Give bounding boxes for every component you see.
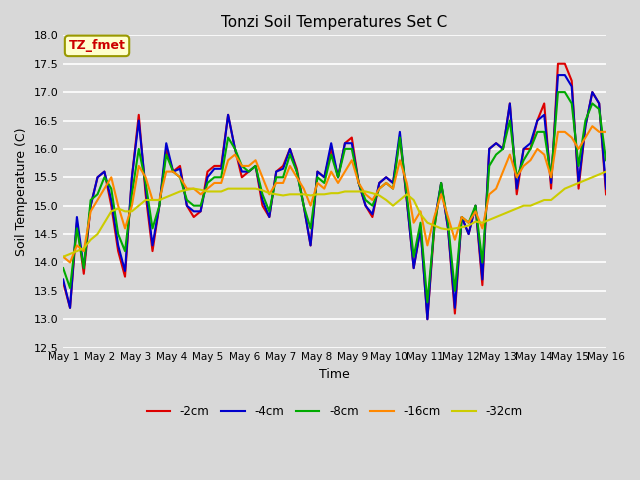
-8cm [424, 300, 431, 305]
-2cm [424, 316, 431, 322]
-16cm [417, 208, 424, 214]
-16cm [66, 260, 74, 265]
-32cm [410, 197, 417, 203]
-16cm [396, 157, 404, 163]
Line: -32cm: -32cm [63, 172, 606, 257]
-2cm [602, 192, 610, 197]
-4cm [554, 72, 562, 78]
-16cm [547, 174, 555, 180]
-8cm [410, 254, 417, 260]
-8cm [554, 89, 562, 95]
Title: Tonzi Soil Temperatures Set C: Tonzi Soil Temperatures Set C [221, 15, 448, 30]
-2cm [547, 186, 555, 192]
-32cm [540, 197, 548, 203]
Legend: -2cm, -4cm, -8cm, -16cm, -32cm: -2cm, -4cm, -8cm, -16cm, -32cm [142, 400, 527, 423]
-4cm [389, 180, 397, 186]
-8cm [547, 174, 555, 180]
-16cm [389, 186, 397, 192]
-16cm [60, 254, 67, 260]
-2cm [382, 174, 390, 180]
-2cm [554, 61, 562, 67]
Text: TZ_fmet: TZ_fmet [68, 39, 125, 52]
-2cm [300, 203, 308, 208]
-4cm [602, 186, 610, 192]
X-axis label: Time: Time [319, 368, 350, 381]
-16cm [602, 129, 610, 135]
-4cm [60, 276, 67, 282]
-4cm [410, 265, 417, 271]
-4cm [300, 203, 308, 208]
-8cm [437, 180, 445, 186]
Y-axis label: Soil Temperature (C): Soil Temperature (C) [15, 127, 28, 256]
-32cm [382, 197, 390, 203]
-16cm [307, 203, 314, 208]
-4cm [547, 180, 555, 186]
-32cm [389, 203, 397, 208]
-8cm [300, 203, 308, 208]
-32cm [300, 192, 308, 197]
Line: -4cm: -4cm [63, 75, 606, 319]
-32cm [431, 223, 438, 228]
-32cm [602, 169, 610, 175]
Line: -2cm: -2cm [63, 64, 606, 319]
-2cm [437, 180, 445, 186]
Line: -8cm: -8cm [63, 92, 606, 302]
-8cm [389, 186, 397, 192]
-8cm [602, 157, 610, 163]
-4cm [437, 180, 445, 186]
-8cm [382, 180, 390, 186]
-16cm [588, 123, 596, 129]
-2cm [389, 180, 397, 186]
-2cm [60, 279, 67, 285]
-16cm [437, 192, 445, 197]
-4cm [382, 174, 390, 180]
Line: -16cm: -16cm [63, 126, 606, 263]
-8cm [60, 265, 67, 271]
-32cm [60, 254, 67, 260]
-4cm [424, 316, 431, 322]
-2cm [410, 265, 417, 271]
